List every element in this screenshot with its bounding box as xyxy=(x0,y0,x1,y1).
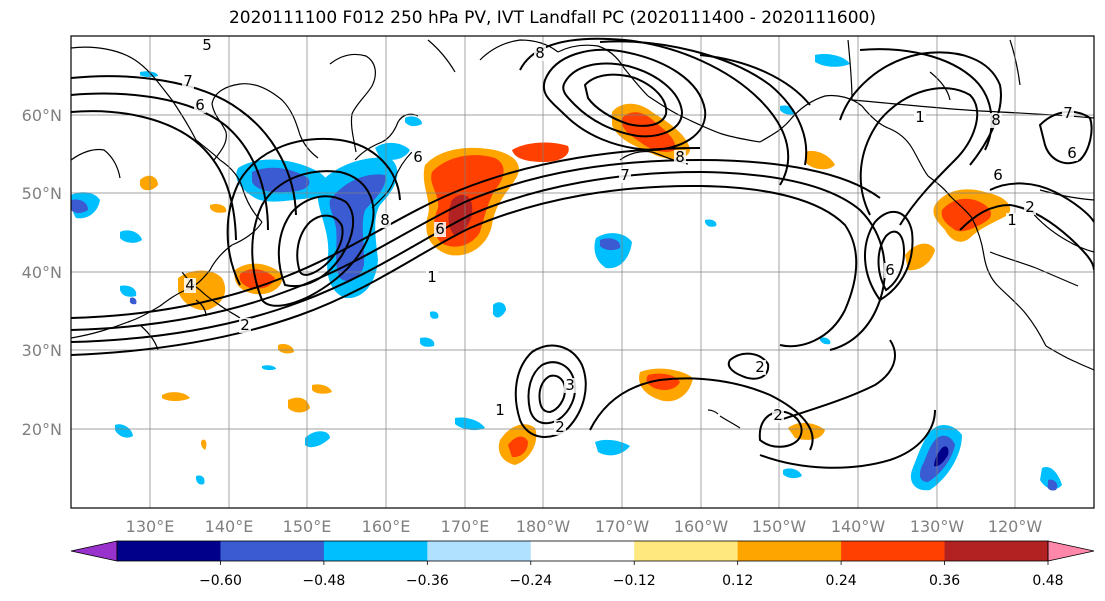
pv-contour-label-bg xyxy=(884,263,896,278)
graticule xyxy=(71,36,1094,508)
colorbar-segment xyxy=(117,541,221,561)
colorbar-extend-low xyxy=(70,540,118,562)
colorbar-segment xyxy=(220,541,325,561)
pv-contour-label: 8 xyxy=(380,211,390,229)
pv-contour-label: 2 xyxy=(240,316,250,334)
pv-contour-label: 1 xyxy=(495,401,505,419)
pv-contour-label: 1 xyxy=(1007,211,1017,229)
pv-contour-label-bg xyxy=(412,150,424,165)
pv-contour-label-bg xyxy=(992,168,1004,183)
pv-contour-label: 6 xyxy=(413,148,423,166)
pv-contour-label-bg xyxy=(564,378,576,393)
pv-contour-label-bg xyxy=(1006,213,1018,228)
latitude-label: 40°N xyxy=(22,263,62,282)
pv-contour-label: 4 xyxy=(185,276,195,294)
pv-contour-label-bg xyxy=(754,360,766,375)
longitude-label: 140°W xyxy=(831,517,886,536)
pv-contour-label-bg xyxy=(772,408,784,423)
pv-contour-label-bg xyxy=(1024,200,1036,215)
longitude-label: 130°E xyxy=(126,517,175,536)
colorbar: −0.60 −0.48 −0.36 −0.24 −0.12 0.12 0.24 0.36 0.4… xyxy=(70,540,1095,589)
pv-contour-label-bg xyxy=(426,270,438,285)
colorbar-segment xyxy=(634,541,739,561)
pv-contour-label: 7 xyxy=(1063,104,1073,122)
colorbar-tick-label: −0.36 xyxy=(406,573,449,589)
map-title: 2020111100 F012 250 hPa PV, IVT Landfall… xyxy=(228,8,876,28)
longitude-label: 130°W xyxy=(910,517,965,536)
pv-contour-label: 2 xyxy=(555,418,565,436)
pv-contour-label: 5 xyxy=(202,36,212,54)
colorbar-extend-high xyxy=(1047,540,1095,562)
pv-contour-label: 6 xyxy=(195,96,205,114)
latitude-labels: 60°N 50°N 40°N 30°N 20°N xyxy=(22,106,62,439)
colorbar-segment xyxy=(841,541,946,561)
colorbar-tick-label: −0.60 xyxy=(199,573,242,589)
pv-contour-label: 2 xyxy=(1025,198,1035,216)
pv-contour-label: 8 xyxy=(535,44,545,62)
map-frame xyxy=(70,35,1095,509)
colorbar-segment xyxy=(737,541,842,561)
colorbar-segment xyxy=(944,541,1049,561)
colorbar-tick-label: 0.48 xyxy=(1032,573,1063,589)
colorbar-tick-label: 0.36 xyxy=(929,573,960,589)
pv-contour-label-bg xyxy=(534,46,546,61)
pv-contour-label: 2 xyxy=(755,358,765,376)
pv-contour-label-bg xyxy=(194,98,206,113)
longitude-label: 170°W xyxy=(595,517,650,536)
colorbar-tick-label: −0.12 xyxy=(613,573,656,589)
colorbar-segment xyxy=(323,541,428,561)
pv-contour-label-bg xyxy=(184,278,196,293)
pv-contour-label: 8 xyxy=(675,148,685,166)
latitude-label: 30°N xyxy=(22,341,62,360)
pv-contour-label-bg xyxy=(379,213,391,228)
pv-contour-label-bg xyxy=(239,318,251,333)
pv-contour-label: 6 xyxy=(993,166,1003,184)
longitude-label: 150°E xyxy=(283,517,332,536)
pv-contour-label: 1 xyxy=(427,268,437,286)
latitude-label: 60°N xyxy=(22,106,62,125)
pv-contour-label-bg xyxy=(1062,106,1074,121)
pv-contour-label: 8 xyxy=(991,111,1001,129)
pv-contour-label-bg xyxy=(434,222,446,237)
latitude-label: 20°N xyxy=(22,420,62,439)
longitude-label: 160°E xyxy=(362,517,411,536)
longitude-label: 120°W xyxy=(988,517,1043,536)
colorbar-tick-label: 0.24 xyxy=(826,573,857,589)
pv-contour-label: 6 xyxy=(1067,144,1077,162)
colorbar-frame xyxy=(116,540,1049,562)
pv-contour-label: 7 xyxy=(620,166,630,184)
pv-contour-label-bg xyxy=(182,74,194,89)
longitude-label: 170°E xyxy=(441,517,490,536)
pv-contour-label-bg xyxy=(990,113,1002,128)
colorbar-tick-label: −0.48 xyxy=(302,573,345,589)
pv-contour-label-bg xyxy=(494,403,506,418)
longitude-label: 180°W xyxy=(516,517,571,536)
pv-contour-label: 1 xyxy=(915,108,925,126)
longitude-label: 140°E xyxy=(205,517,254,536)
colorbar-segment xyxy=(530,541,635,561)
colorbar-tick-label: 0.12 xyxy=(722,573,753,589)
pv-contour-label-bg xyxy=(674,150,686,165)
pv-contour-label-bg xyxy=(619,168,631,183)
pv-contour-label: 6 xyxy=(885,261,895,279)
pv-contour-label-bg xyxy=(914,110,926,125)
pv-contour-label: 6 xyxy=(435,220,445,238)
latitude-label: 50°N xyxy=(22,184,62,203)
longitude-labels: 130°E 140°E 150°E 160°E 170°E 180°W 170°W 160°W… xyxy=(126,517,1043,536)
pv-contour-label: 3 xyxy=(565,376,575,394)
colorbar-tick-label: −0.24 xyxy=(509,573,552,589)
pv-contour-label: 7 xyxy=(183,72,193,90)
longitude-label: 160°W xyxy=(674,517,729,536)
pv-contour-label-bg xyxy=(554,420,566,435)
longitude-label: 150°W xyxy=(752,517,807,536)
pv-contour-label: 2 xyxy=(773,406,783,424)
pv-contour-label-bg xyxy=(1066,146,1078,161)
colorbar-segment xyxy=(427,541,532,561)
pv-contour-label-bg xyxy=(201,38,213,53)
